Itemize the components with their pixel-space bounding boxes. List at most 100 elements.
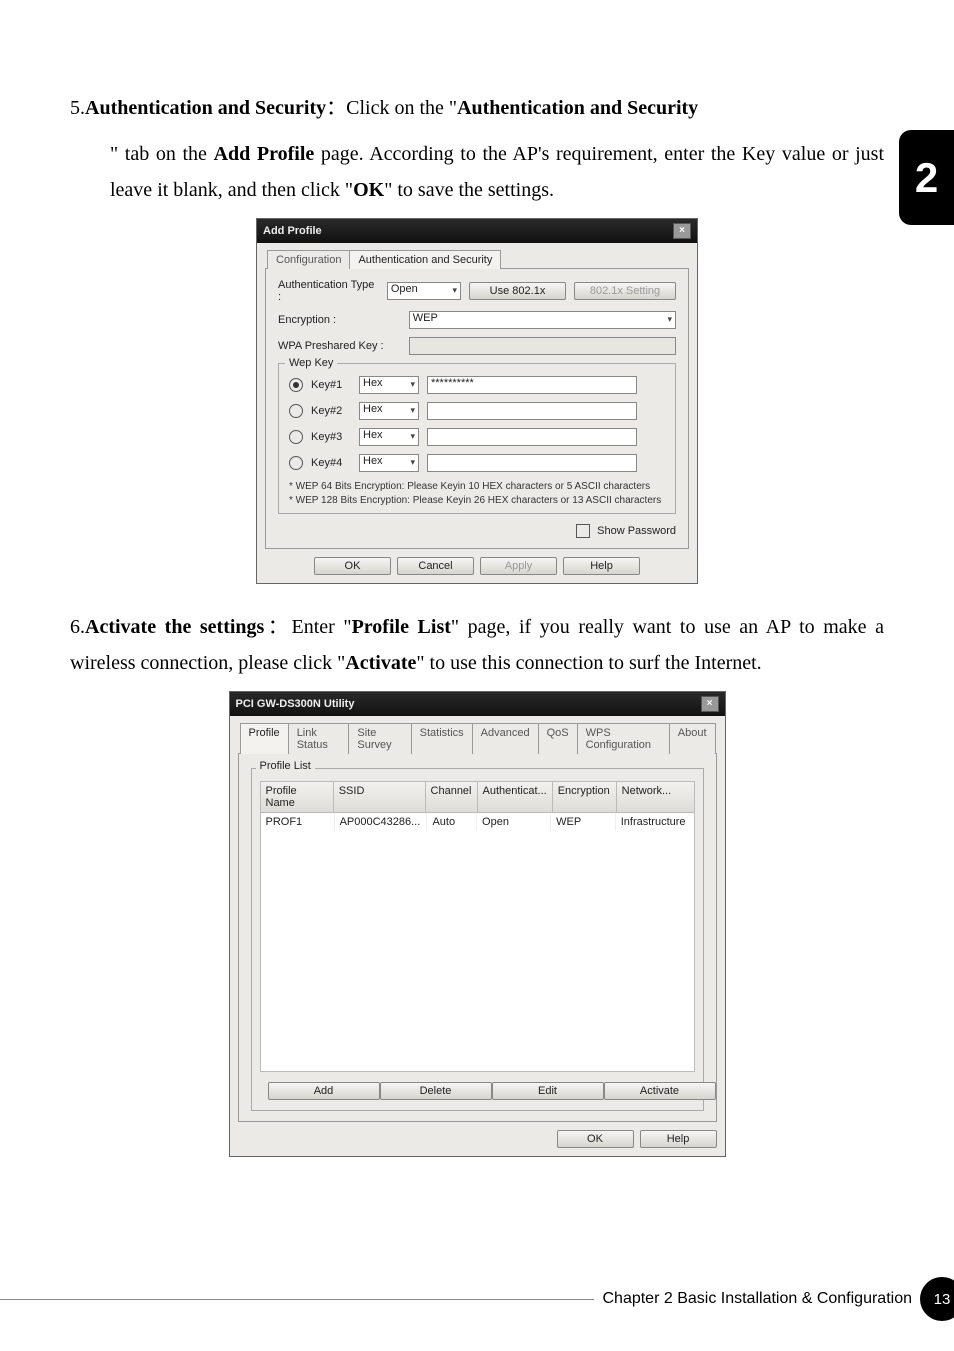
- tab-wps[interactable]: WPS Configuration: [577, 723, 670, 754]
- step6-bold-b: Profile List: [352, 616, 451, 638]
- cell-ssid: AP000C43286...: [335, 813, 428, 831]
- help-button[interactable]: Help: [640, 1130, 717, 1148]
- cell-encryption: WEP: [551, 813, 616, 831]
- apply-button[interactable]: Apply: [480, 557, 557, 575]
- tab-about[interactable]: About: [669, 723, 716, 754]
- tab-statistics[interactable]: Statistics: [411, 723, 473, 754]
- col-auth[interactable]: Authenticat...: [478, 782, 553, 813]
- label-wpa-key: WPA Preshared Key :: [278, 340, 401, 352]
- key1-input[interactable]: **********: [427, 376, 637, 394]
- tab-auth-security[interactable]: Authentication and Security: [349, 250, 501, 269]
- label-encryption: Encryption :: [278, 314, 401, 326]
- key1-fmt-select[interactable]: Hex: [359, 376, 419, 394]
- show-password-checkbox[interactable]: [576, 524, 590, 538]
- profile-list-legend: Profile List: [256, 760, 315, 772]
- key4-fmt-select[interactable]: Hex: [359, 454, 419, 472]
- edit-button[interactable]: Edit: [492, 1082, 604, 1100]
- add-profile-title: Add Profile: [263, 225, 322, 237]
- show-password-label: Show Password: [597, 525, 676, 537]
- add-profile-dialog: Add Profile × Configuration Authenticati…: [256, 218, 698, 584]
- wep-note-2: * WEP 128 Bits Encryption: Please Keyin …: [289, 494, 665, 508]
- page-number-badge: 13: [920, 1277, 954, 1321]
- step5-paragraph: 5.Authentication and Security：Click on t…: [70, 90, 884, 126]
- ok-button[interactable]: OK: [314, 557, 391, 575]
- encryption-select[interactable]: WEP: [409, 311, 676, 329]
- key4-radio[interactable]: [289, 456, 303, 470]
- auth-type-select[interactable]: Open: [387, 282, 461, 300]
- key3-label: Key#3: [311, 431, 351, 443]
- wpa-key-input[interactable]: [409, 337, 676, 355]
- cell-network: Infrastructure: [616, 813, 694, 831]
- label-auth-type: Authentication Type :: [278, 279, 379, 303]
- step6-heading: Activate the settings: [85, 616, 264, 638]
- step5-heading: Authentication and Security: [85, 97, 326, 119]
- tab-configuration[interactable]: Configuration: [267, 250, 350, 269]
- key-row-2: Key#2 Hex: [289, 402, 665, 420]
- col-network[interactable]: Network...: [617, 782, 694, 813]
- cell-auth: Open: [477, 813, 551, 831]
- utility-tabs: Profile Link Status Site Survey Statisti…: [238, 722, 717, 753]
- tab-advanced[interactable]: Advanced: [472, 723, 539, 754]
- cancel-button[interactable]: Cancel: [397, 557, 474, 575]
- table-empty-area: [261, 831, 694, 1071]
- key3-fmt-select[interactable]: Hex: [359, 428, 419, 446]
- table-row[interactable]: PROF1 AP000C43286... Auto Open WEP Infra…: [261, 813, 694, 831]
- step6-paragraph: 6.Activate the settings：Enter "Profile L…: [70, 609, 884, 681]
- profile-table: Profile Name SSID Channel Authenticat...…: [260, 781, 695, 1072]
- key3-input[interactable]: [427, 428, 637, 446]
- step6-colon: ：: [264, 616, 291, 638]
- help-button[interactable]: Help: [563, 557, 640, 575]
- delete-button[interactable]: Delete: [380, 1082, 492, 1100]
- cell-profile-name: PROF1: [261, 813, 335, 831]
- utility-titlebar: PCI GW-DS300N Utility ×: [230, 692, 725, 716]
- tab-qos[interactable]: QoS: [538, 723, 578, 754]
- step5-text-g: " to save the settings.: [384, 179, 554, 201]
- tab-profile[interactable]: Profile: [240, 723, 289, 754]
- utility-title: PCI GW-DS300N Utility: [236, 698, 355, 710]
- key-row-4: Key#4 Hex: [289, 454, 665, 472]
- col-encryption[interactable]: Encryption: [553, 782, 617, 813]
- step6-text-a: Enter ": [292, 616, 352, 638]
- step5-bold-f: OK: [353, 179, 384, 201]
- cell-channel: Auto: [427, 813, 477, 831]
- key-row-3: Key#3 Hex: [289, 428, 665, 446]
- col-ssid[interactable]: SSID: [334, 782, 426, 813]
- close-icon[interactable]: ×: [701, 696, 719, 712]
- wep-key-legend: Wep Key: [285, 357, 337, 369]
- key3-radio[interactable]: [289, 430, 303, 444]
- key1-radio[interactable]: [289, 378, 303, 392]
- key4-label: Key#4: [311, 457, 351, 469]
- col-channel[interactable]: Channel: [426, 782, 478, 813]
- use-8021x-button[interactable]: Use 802.1x: [469, 282, 566, 300]
- key2-radio[interactable]: [289, 404, 303, 418]
- key2-fmt-select[interactable]: Hex: [359, 402, 419, 420]
- key4-input[interactable]: [427, 454, 637, 472]
- key-row-1: Key#1 Hex **********: [289, 376, 665, 394]
- chapter-tab: 2: [899, 130, 954, 225]
- step6-text-e: " to use this connection to surf the Int…: [416, 652, 761, 674]
- wep-key-fieldset: Wep Key Key#1 Hex ********** Key#2: [278, 363, 676, 514]
- wep-note-1: * WEP 64 Bits Encryption: Please Keyin 1…: [289, 480, 665, 494]
- tab-site-survey[interactable]: Site Survey: [348, 723, 411, 754]
- activate-button[interactable]: Activate: [604, 1082, 716, 1100]
- close-icon[interactable]: ×: [673, 223, 691, 239]
- col-profile-name[interactable]: Profile Name: [261, 782, 334, 813]
- ok-button[interactable]: OK: [557, 1130, 634, 1148]
- footer-text: Chapter 2 Basic Installation & Configura…: [602, 1290, 912, 1308]
- step5-num: 5.: [70, 97, 85, 119]
- page-footer: Chapter 2 Basic Installation & Configura…: [0, 1277, 954, 1321]
- setting-8021x-button[interactable]: 802.1x Setting: [574, 282, 676, 300]
- key2-input[interactable]: [427, 402, 637, 420]
- tab-link-status[interactable]: Link Status: [288, 723, 350, 754]
- footer-rule: [0, 1299, 594, 1300]
- step6-num: 6.: [70, 616, 85, 638]
- add-button[interactable]: Add: [268, 1082, 380, 1100]
- step5-paragraph-cont: Authentication and Security" tab on the …: [70, 136, 884, 208]
- step5-text-a: Click on the ": [346, 97, 457, 119]
- step5-text-c: " tab on the: [110, 143, 214, 165]
- utility-dialog: PCI GW-DS300N Utility × Profile Link Sta…: [229, 691, 726, 1157]
- step5-bold-b: Authentication and Security: [457, 97, 698, 119]
- step5-bold-d: Add Profile: [214, 143, 315, 165]
- step6-bold-d: Activate: [345, 652, 416, 674]
- table-header: Profile Name SSID Channel Authenticat...…: [261, 782, 694, 813]
